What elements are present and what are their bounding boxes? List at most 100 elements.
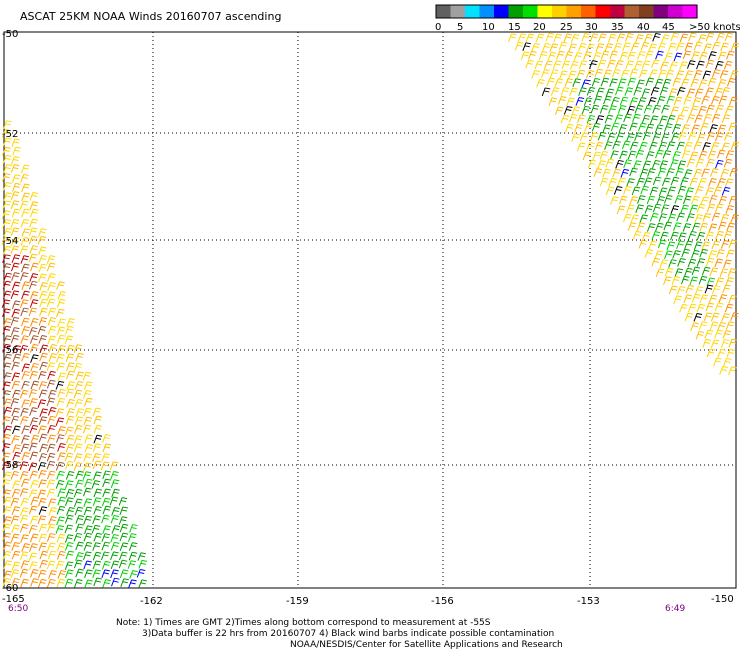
wind-barb bbox=[614, 114, 623, 123]
wind-barb bbox=[684, 267, 693, 277]
wind-barb bbox=[718, 221, 727, 231]
wind-barb bbox=[690, 78, 699, 88]
wind-barb bbox=[73, 362, 83, 372]
wind-barb bbox=[666, 141, 676, 150]
wind-barb bbox=[554, 106, 564, 116]
wind-barb bbox=[93, 532, 103, 542]
wind-barb bbox=[677, 185, 687, 195]
wind-barb bbox=[2, 308, 11, 318]
wind-barb bbox=[576, 114, 586, 124]
wind-barb bbox=[84, 478, 93, 488]
wind-barb bbox=[19, 245, 29, 255]
wind-barb bbox=[570, 60, 579, 70]
wind-barb bbox=[600, 77, 610, 87]
wind-barb bbox=[514, 41, 524, 51]
wind-barb bbox=[100, 461, 110, 471]
wind-barb bbox=[92, 460, 102, 470]
wind-barb bbox=[666, 168, 675, 177]
wind-barb bbox=[3, 506, 12, 515]
wind-barb bbox=[57, 388, 66, 398]
wind-barb bbox=[93, 415, 103, 425]
wind-barb bbox=[47, 317, 57, 326]
wind-barb bbox=[617, 177, 626, 187]
colorbar-swatch bbox=[465, 5, 481, 18]
wind-barb bbox=[30, 318, 39, 327]
wind-barb bbox=[641, 88, 651, 97]
wind-barb bbox=[724, 132, 733, 141]
wind-barb bbox=[75, 408, 85, 417]
wind-barb bbox=[56, 550, 66, 560]
wind-barb bbox=[698, 177, 707, 187]
wind-barb bbox=[38, 533, 48, 543]
wind-barb bbox=[545, 32, 555, 42]
wind-barb bbox=[687, 132, 697, 141]
wind-barb bbox=[705, 87, 714, 97]
lat-label: -50 bbox=[2, 29, 18, 40]
wind-barb bbox=[714, 87, 724, 97]
colorbar-swatch bbox=[610, 5, 626, 18]
wind-barb bbox=[652, 133, 661, 142]
wind-barb bbox=[581, 105, 591, 115]
wind-barb bbox=[11, 380, 21, 390]
wind-barb bbox=[573, 52, 583, 61]
wind-barb bbox=[682, 195, 692, 205]
wind-barb bbox=[689, 276, 698, 286]
wind-barb bbox=[2, 254, 11, 263]
wind-barb bbox=[608, 105, 617, 114]
wind-barb bbox=[29, 470, 39, 480]
wind-barb bbox=[728, 338, 738, 348]
wind-barb bbox=[683, 169, 693, 178]
wind-barb bbox=[74, 424, 83, 434]
wind-barb bbox=[21, 326, 30, 335]
wind-barb bbox=[597, 59, 607, 69]
wind-barb bbox=[10, 155, 20, 165]
wind-barb bbox=[29, 273, 38, 282]
wind-barb bbox=[38, 433, 48, 443]
wind-barb bbox=[75, 552, 84, 561]
wind-barb bbox=[714, 302, 724, 312]
wind-barb bbox=[74, 506, 84, 516]
wind-barb bbox=[47, 550, 57, 560]
wind-barb bbox=[101, 453, 110, 462]
wind-barb bbox=[603, 69, 612, 79]
wind-barb bbox=[508, 33, 517, 43]
wind-barb bbox=[64, 524, 74, 534]
wind-barb bbox=[593, 95, 602, 105]
wind-barb bbox=[690, 322, 699, 331]
wind-barb bbox=[691, 51, 700, 60]
wind-barb bbox=[646, 223, 656, 232]
wind-barb bbox=[557, 95, 567, 105]
wind-barb bbox=[612, 140, 621, 150]
wind-barb bbox=[48, 516, 57, 525]
wind-barb bbox=[37, 515, 47, 524]
wind-barb bbox=[39, 443, 48, 453]
wind-barb bbox=[120, 578, 129, 587]
wind-barb bbox=[604, 114, 614, 124]
wind-barb bbox=[644, 33, 653, 43]
wind-barb bbox=[682, 223, 692, 232]
wind-barb bbox=[2, 154, 12, 164]
wind-barb bbox=[568, 113, 578, 123]
wind-barb bbox=[102, 470, 111, 480]
wind-barb bbox=[30, 262, 39, 272]
wind-barb bbox=[709, 168, 719, 177]
wind-barb bbox=[643, 104, 653, 114]
wind-barb bbox=[708, 294, 718, 304]
wind-barb bbox=[12, 389, 21, 399]
wind-barb bbox=[726, 249, 735, 259]
wind-barb bbox=[717, 321, 726, 331]
wind-barb bbox=[1, 461, 11, 471]
wind-barb bbox=[11, 550, 21, 560]
wind-barbs bbox=[1, 32, 740, 589]
wind-barb bbox=[657, 42, 667, 52]
wind-barb bbox=[83, 416, 92, 426]
wind-barb bbox=[703, 312, 713, 322]
wind-barb bbox=[605, 186, 615, 196]
wind-barb bbox=[729, 167, 738, 177]
wind-barb bbox=[66, 362, 75, 371]
wind-barb bbox=[662, 78, 672, 88]
wind-barb bbox=[55, 461, 65, 471]
wind-barb bbox=[3, 425, 12, 435]
wind-barb bbox=[692, 97, 702, 106]
wind-barb bbox=[10, 497, 20, 507]
